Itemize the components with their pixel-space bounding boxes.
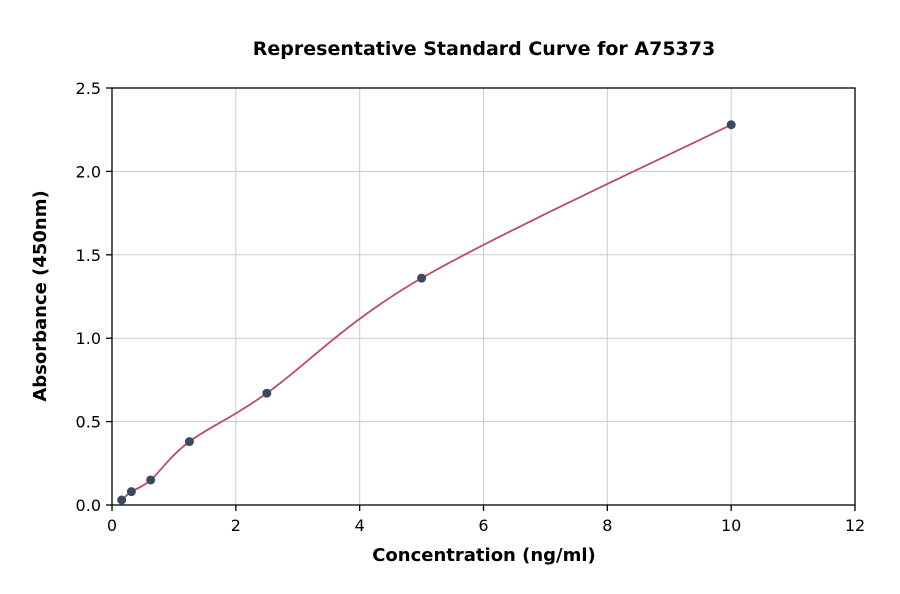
data-point bbox=[184, 437, 194, 447]
y-tick-label: 2.5 bbox=[76, 79, 101, 98]
data-point bbox=[417, 273, 427, 283]
y-tick-label: 1.5 bbox=[76, 246, 101, 265]
data-point bbox=[126, 487, 136, 497]
x-tick-label: 12 bbox=[845, 516, 865, 535]
data-point bbox=[726, 120, 736, 130]
y-tick-label: 1.0 bbox=[76, 329, 101, 348]
axis-ticks bbox=[106, 87, 856, 511]
data-point bbox=[262, 388, 272, 398]
y-tick-label: 0.5 bbox=[76, 413, 101, 432]
x-tick-label: 2 bbox=[231, 516, 241, 535]
grid bbox=[111, 87, 856, 506]
x-axis-label: Concentration (ng/ml) bbox=[372, 545, 596, 566]
chart-title: Representative Standard Curve for A75373 bbox=[253, 38, 715, 60]
x-tick-label: 10 bbox=[721, 516, 741, 535]
x-tick-label: 0 bbox=[107, 516, 117, 535]
data-point bbox=[117, 495, 127, 505]
y-tick-label: 0.0 bbox=[76, 496, 101, 515]
x-tick-label: 4 bbox=[355, 516, 365, 535]
y-tick-label: 2.0 bbox=[76, 162, 101, 181]
x-tick-label: 6 bbox=[478, 516, 488, 535]
data-point bbox=[146, 475, 156, 485]
data-points bbox=[117, 120, 736, 505]
fit-line bbox=[121, 123, 732, 501]
x-tick-label: 8 bbox=[602, 516, 612, 535]
fit-line-path bbox=[121, 123, 732, 501]
tick-labels: 0 2 4 6 8 10 12 0.0 0.5 1.0 1.5 2.0 2.5 bbox=[76, 79, 866, 535]
y-axis-label: Absorbance (450nm) bbox=[30, 190, 51, 401]
